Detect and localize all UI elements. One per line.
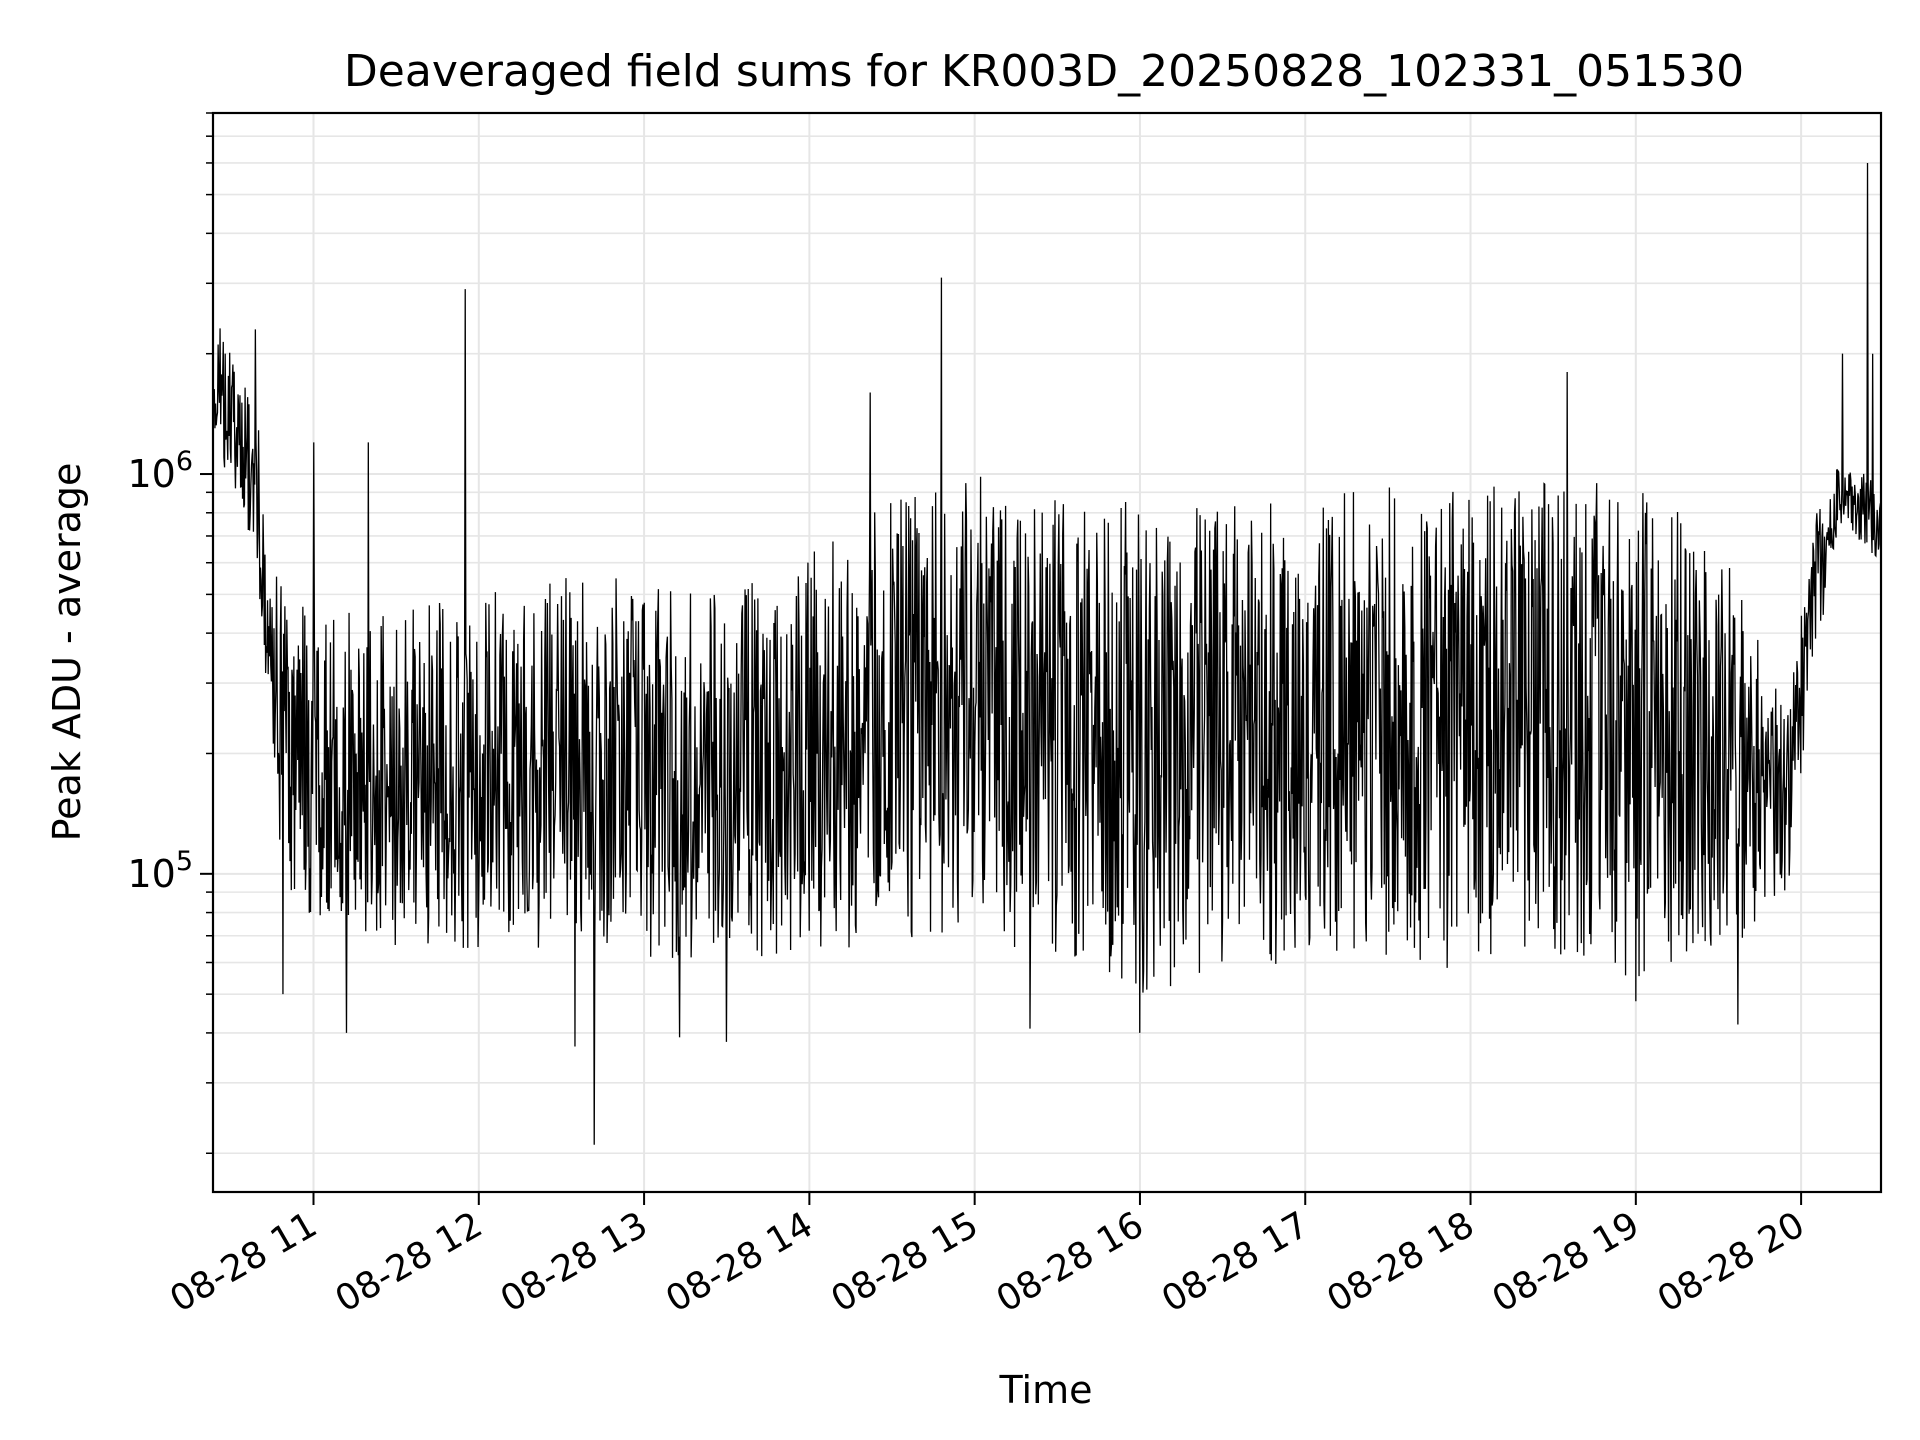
- x-axis-label: Time: [999, 1368, 1093, 1412]
- y-tick-label: 106: [127, 446, 193, 496]
- plot-frame: [211, 111, 1883, 1194]
- y-axis: 105 106: [127, 112, 213, 1155]
- series-path: [212, 162, 1882, 1145]
- y-axis-label: Peak ADU - average: [45, 463, 89, 842]
- y-tick-label: 105: [127, 846, 193, 896]
- series-line: [212, 162, 1882, 1145]
- chart-title: Deaveraged field sums for KR003D_2025082…: [344, 46, 1744, 97]
